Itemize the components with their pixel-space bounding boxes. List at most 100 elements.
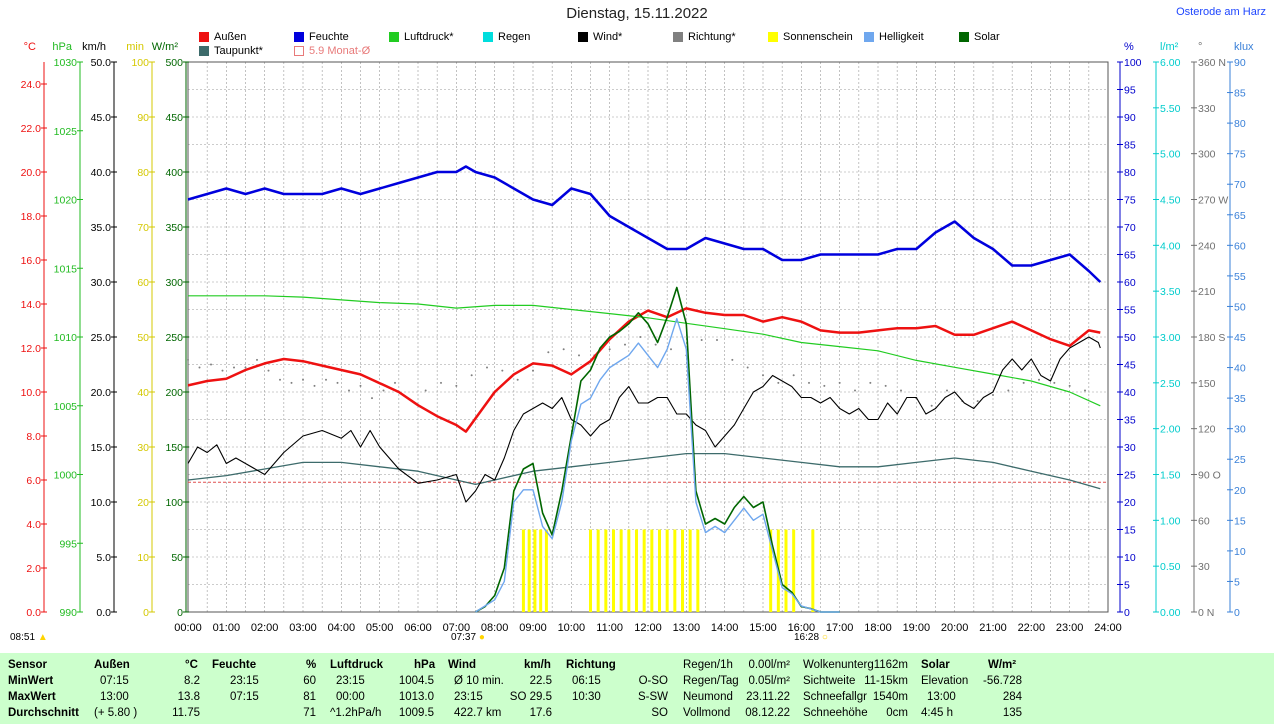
direction-point (198, 366, 201, 369)
axis-tick-label: 40 (137, 387, 149, 399)
legend-label: Helligkeit (879, 31, 924, 43)
wind-max: SO 29.5 (509, 691, 552, 703)
legend-swatch (294, 32, 304, 42)
axis-tick-label: 60 (1234, 240, 1246, 252)
stats-header-sensor: Sensor (8, 659, 47, 671)
axis-tick-label: 80 (1124, 167, 1136, 179)
x-tick-label: 15:00 (749, 622, 777, 634)
axis-tick-label: 400 (165, 167, 183, 179)
axis-tick-label: 100 (1124, 57, 1142, 69)
rain-value: 0.05l/m² (748, 675, 790, 687)
x-tick-label: 07:00 (443, 622, 471, 634)
richtung-avg: SO (651, 707, 668, 719)
druck-max: 1013.0 (398, 691, 434, 703)
direction-point (455, 384, 458, 387)
axis-tick-label: 50 (1124, 332, 1136, 344)
axis-tick-label: 30 (1198, 561, 1210, 573)
direction-point (325, 378, 327, 381)
axis-tick-label: 85 (1124, 140, 1136, 152)
direction-point (470, 374, 473, 377)
sunshine-bar (612, 529, 615, 612)
direction-point (221, 369, 224, 372)
axis-tick-label: 35 (1124, 415, 1136, 427)
legend-item: 5.9 Monat-Ø (294, 45, 370, 57)
x-tick-label: 13:00 (673, 622, 701, 634)
direction-point (562, 348, 565, 351)
feuchte-max: 81 (303, 691, 316, 703)
direction-point (371, 397, 373, 400)
axis-tick-label: 2.00 (1160, 424, 1181, 436)
axis-tick-label: 100 (131, 57, 149, 69)
axis-tick-label: 30.0 (91, 277, 112, 289)
axis-tick-label: 45 (1124, 360, 1136, 372)
axis-tick-label: 2.50 (1160, 378, 1181, 390)
sunshine-bar (811, 529, 815, 612)
axis-tick-label: 25.0 (91, 332, 112, 344)
solar-header-unit: W/m² (988, 659, 1017, 671)
axis-tick-label: 40 (1124, 387, 1136, 399)
moon-label: Neumond (683, 691, 733, 703)
stats-table: Sensor Außen °C Feuchte % Luftdruck hPa … (0, 653, 1274, 724)
druck-min: 1004.5 (398, 675, 434, 687)
cloud-label: Wolkenunterg (803, 659, 874, 671)
axis-tick-label: 90 (137, 112, 149, 124)
x-tick-label: 14:00 (711, 622, 739, 634)
sunshine-bar (696, 529, 700, 612)
axis-tick-label: 0 (143, 607, 149, 619)
axis-tick-label: 95 (1124, 85, 1136, 97)
rain-value: 0.00l/m² (748, 659, 790, 671)
wind-min-label: Ø 10 min. (454, 675, 504, 687)
solar-value: -56.728 (982, 675, 1022, 687)
axis-tick-label: 85 (1234, 88, 1246, 100)
axis-tick-label: 20 (1234, 485, 1246, 497)
direction-point (578, 354, 580, 357)
sunshine-bar (533, 529, 537, 612)
direction-point (290, 381, 293, 384)
axis-tick-label: 5.00 (1160, 149, 1181, 161)
stats-header-luftdruck: Luftdruck (330, 659, 384, 671)
legend-label: Solar (974, 31, 1000, 43)
druck-min-time: 23:15 (336, 675, 365, 687)
axis-tick-label: 15 (1124, 525, 1136, 537)
solar-header: Solar (921, 659, 950, 671)
aussen-max-time: 13:00 (100, 691, 129, 703)
cloud-value: 0cm (886, 707, 908, 719)
x-tick-label: 16:00 (788, 622, 816, 634)
sunshine-bar (635, 529, 638, 612)
stats-row-label: Durchschnitt (8, 707, 79, 719)
sunshine-bar (784, 529, 788, 612)
axis-tick-label: 60 (1198, 515, 1210, 527)
richtung-max: S-SW (637, 691, 668, 703)
druck-avg: 1009.5 (398, 707, 434, 719)
axis-tick-label: 5 (1124, 580, 1130, 592)
direction-point (1068, 384, 1071, 387)
x-tick-label: 17:00 (826, 622, 854, 634)
legend-label: Sonnenschein (783, 31, 853, 43)
feuchte-max-time: 07:15 (230, 691, 259, 703)
x-tick-label: 22:00 (1018, 622, 1046, 634)
axis-tick-label: 15.0 (91, 442, 112, 454)
axis-tick-label: 55 (1124, 305, 1136, 317)
axis-tick-label: 1015 (54, 263, 78, 275)
x-tick-label: 01:00 (213, 622, 241, 634)
x-tick-label: 02:00 (251, 622, 279, 634)
axis-tick-label: 150 (165, 442, 183, 454)
sunshine-bar (619, 529, 623, 612)
station-name[interactable]: Osterode am Harz (1176, 6, 1266, 18)
legend-label: Außen (214, 31, 247, 43)
x-tick-label: 04:00 (328, 622, 356, 634)
axis-tick-label: 0 (1234, 607, 1240, 619)
axis-unit-temp: °C (24, 41, 36, 53)
direction-point (1038, 378, 1040, 381)
druck-trend: ^1.2hPa/h (330, 707, 382, 719)
stats-header-wind-unit: km/h (524, 659, 551, 671)
legend-item: Taupunkt* (199, 45, 263, 57)
direction-point (336, 381, 339, 384)
axis-tick-label: 4.0 (26, 519, 41, 531)
x-tick-label: 21:00 (979, 622, 1007, 634)
axis-tick-label: 50 (137, 332, 149, 344)
stats-header-aussen-unit: °C (185, 659, 198, 671)
axis-unit-solar: W/m² (152, 41, 179, 53)
axis-tick-label: 450 (165, 112, 183, 124)
rain-label: Regen/Tag (683, 675, 739, 687)
